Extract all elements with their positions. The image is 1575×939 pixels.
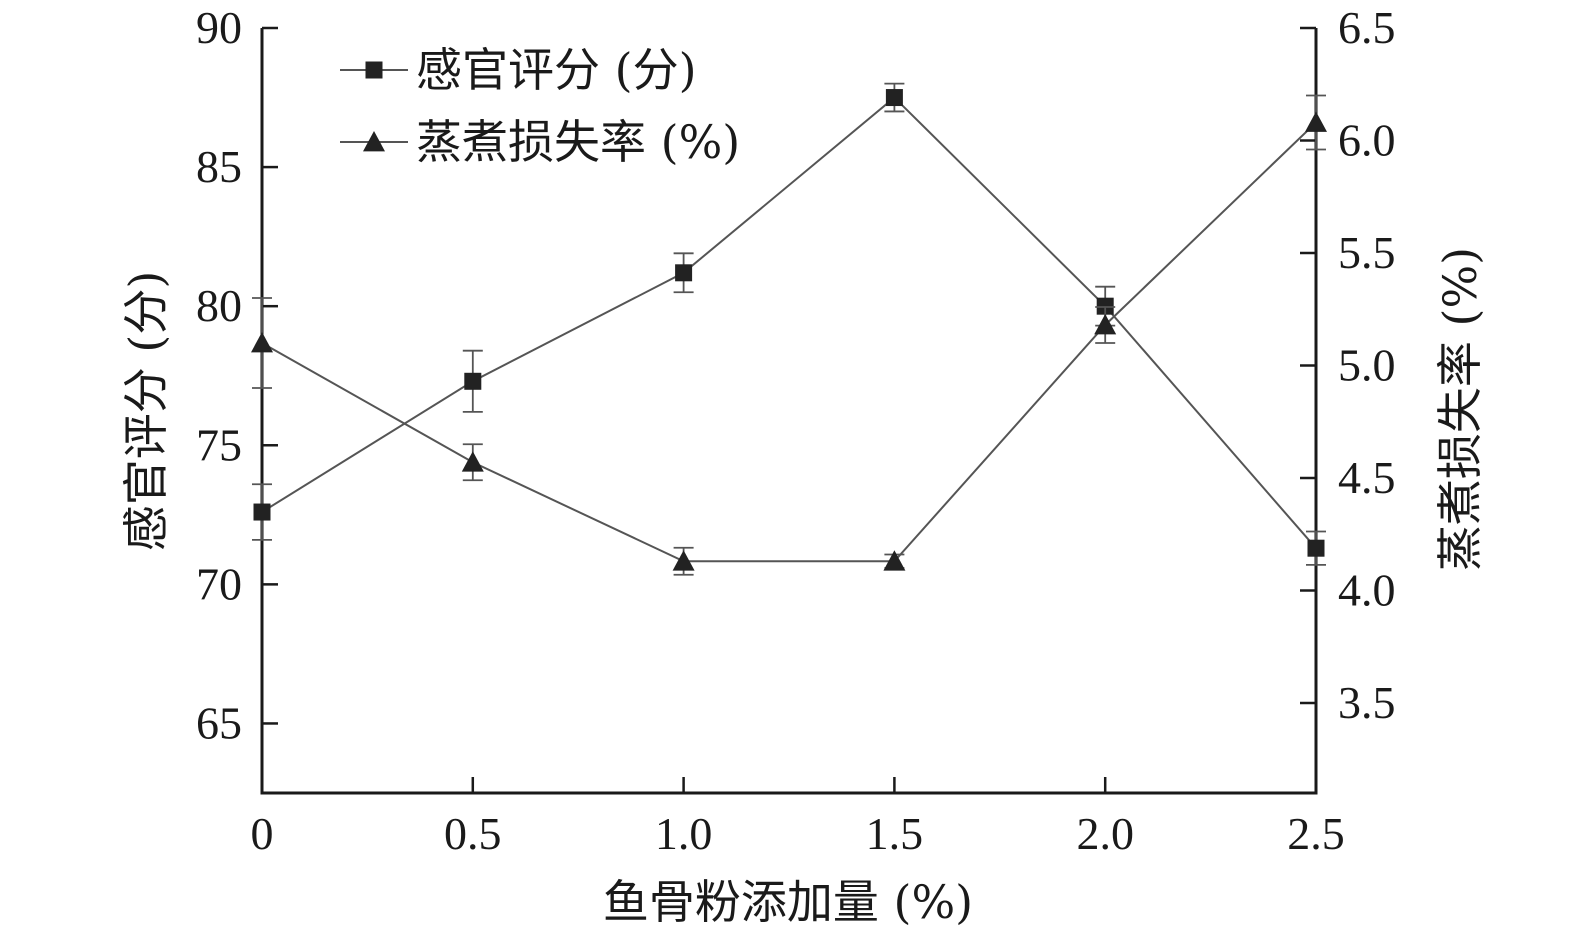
right-y-tick-label: 3.5: [1338, 677, 1396, 728]
series-2-line: [261, 121, 1317, 563]
x-axis-title: 鱼骨粉添加量 (%): [603, 875, 973, 929]
data-point: [675, 264, 693, 282]
series-2: [251, 94, 1327, 576]
data-point: [885, 89, 903, 107]
right-y-tick-label: 5.0: [1338, 340, 1396, 391]
x-tick-label: 1.0: [655, 808, 713, 859]
data-point: [464, 372, 482, 390]
legend: 感官评分 (分) 蒸煮损失率 (%): [340, 43, 740, 169]
right-y-axis-title: 蒸煮损失率 (%): [1433, 247, 1487, 571]
left-y-tick-label: 80: [196, 280, 242, 331]
legend-label: 蒸煮损失率 (%): [416, 115, 740, 169]
x-tick-label: 1.5: [866, 808, 924, 859]
right-y-tick-label: 4.0: [1338, 565, 1396, 616]
legend-label: 感官评分 (分): [416, 43, 697, 97]
x-tick-label: 2.5: [1287, 808, 1345, 859]
right-y-tick-label: 5.5: [1338, 227, 1396, 278]
x-tick-label: 2.0: [1076, 808, 1134, 859]
legend-marker-square: [365, 61, 383, 79]
right-y-tick-label: 6.5: [1338, 2, 1396, 53]
series-layer: [251, 82, 1327, 576]
axes: 65 70 75 80 85 90 3.5 4.0 4.5 5.0 5.5 6.0 6.5 0 0.5 1.0…: [196, 2, 1396, 859]
data-point: [672, 550, 695, 571]
x-tick-label: 0.5: [444, 808, 502, 859]
left-y-tick-label: 90: [196, 2, 242, 53]
left-y-tick-label: 75: [196, 419, 242, 470]
data-point: [461, 451, 484, 472]
right-y-tick-label: 4.5: [1338, 452, 1396, 503]
data-point: [1307, 539, 1325, 557]
left-y-tick-label: 65: [196, 697, 242, 748]
data-point: [1094, 314, 1117, 335]
series-1: [252, 82, 1326, 566]
data-point: [251, 332, 273, 353]
left-y-tick-label: 70: [196, 558, 242, 609]
data-point: [883, 550, 906, 571]
left-y-tick-label: 85: [196, 141, 242, 192]
right-y-tick-label: 6.0: [1338, 115, 1396, 166]
legend-marker-triangle: [363, 131, 385, 152]
data-point: [1305, 111, 1327, 132]
series-1-line: [261, 96, 1317, 549]
data-point: [253, 503, 271, 521]
x-tick-label: 0: [251, 808, 274, 859]
left-y-axis-title: 感官评分 (分): [119, 271, 173, 552]
